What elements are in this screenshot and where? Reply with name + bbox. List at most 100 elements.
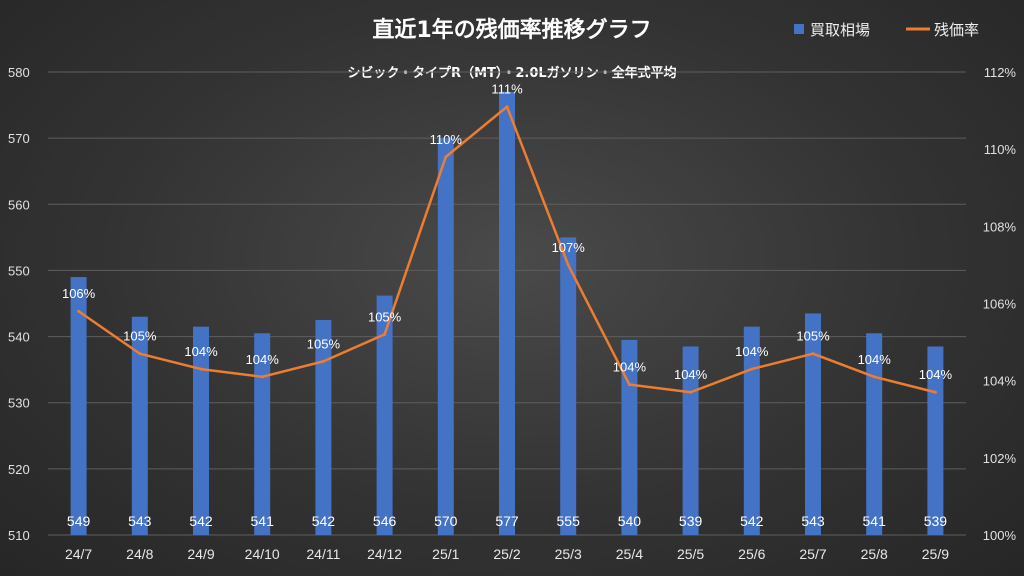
bar-value-label: 542 (189, 513, 213, 529)
bar (193, 326, 209, 535)
line-value-label: 107% (552, 240, 586, 255)
y-right-tick-label: 112% (984, 65, 1017, 80)
legend: 買取相場 残価率 (794, 21, 979, 39)
line-value-label: 105% (368, 309, 402, 324)
bar-value-label: 542 (740, 513, 764, 529)
line-point (505, 105, 509, 109)
bar-value-label: 542 (312, 513, 336, 529)
y-left-tick-label: 520 (8, 462, 30, 477)
line-value-label: 105% (307, 336, 341, 351)
x-tick-label: 24/7 (65, 546, 92, 562)
x-tick-label: 24/8 (126, 546, 153, 562)
line-value-label: 110% (430, 132, 463, 147)
y-left-tick-label: 540 (8, 330, 30, 345)
bar-value-label: 577 (495, 513, 519, 529)
line-point (750, 367, 754, 371)
line-value-label: 104% (613, 360, 647, 375)
x-tick-label: 25/5 (677, 546, 704, 562)
x-tick-label: 25/8 (861, 546, 888, 562)
bar-value-label: 546 (373, 513, 397, 529)
y-right-tick-label: 100% (983, 528, 1017, 543)
bar (927, 346, 944, 535)
bar-value-label: 540 (618, 513, 642, 529)
bar (315, 320, 332, 535)
line-value-label: 104% (184, 344, 218, 359)
bar-series: 549 543 542 541 542 546 570 577 555 540 539 542 543 5… (67, 91, 948, 535)
line-point (811, 352, 815, 356)
y-left-tick-label: 550 (8, 263, 30, 278)
x-tick-label: 25/6 (738, 546, 765, 562)
line-value-label: 105% (796, 329, 830, 344)
line-point (444, 155, 448, 159)
x-tick-label: 25/2 (493, 546, 520, 562)
x-tick-label: 24/10 (245, 546, 280, 562)
line-value-label: 105% (123, 329, 157, 344)
y-axis-right: 100% 102% 104% 106% 108% 110% 112% (983, 65, 1017, 543)
bar-value-label: 570 (434, 513, 458, 529)
line-value-label: 104% (919, 367, 953, 382)
line-value-label: 104% (674, 367, 708, 382)
bar (131, 316, 148, 535)
x-tick-label: 25/1 (432, 546, 459, 562)
bar (254, 333, 271, 535)
legend-bar-label: 買取相場 (810, 21, 870, 39)
y-right-tick-label: 106% (983, 297, 1017, 312)
y-right-tick-label: 108% (983, 219, 1017, 234)
y-right-tick-label: 102% (983, 451, 1017, 466)
x-tick-label: 25/4 (616, 546, 643, 562)
line-value-label: 104% (735, 344, 769, 359)
line-point (872, 375, 876, 379)
bar (682, 346, 699, 535)
x-tick-label: 25/3 (555, 546, 582, 562)
y-left-tick-label: 510 (8, 528, 30, 543)
chart-title: 直近1年の残価率推移グラフ (372, 17, 651, 43)
bar-value-label: 539 (679, 513, 703, 529)
bar (621, 339, 638, 535)
line-value-label: 104% (858, 352, 892, 367)
chart-subtitle: シビック・タイプR（MT）・2.0Lガソリン・全年式平均 (347, 65, 676, 81)
bar-value-label: 549 (67, 513, 91, 529)
bar (805, 313, 821, 535)
x-tick-label: 25/7 (799, 546, 826, 562)
x-tick-label: 24/11 (306, 546, 340, 562)
bar (743, 326, 760, 535)
line-value-label: 104% (246, 352, 280, 367)
line-point (321, 359, 325, 363)
line-point (933, 390, 937, 394)
line-series: 106% 105% 104% 104% 105% 105% 110% 111% 107% 104%… (62, 82, 952, 394)
line-point (199, 367, 203, 371)
y-right-tick-label: 110% (984, 142, 1017, 157)
bar (866, 333, 883, 535)
bar (70, 277, 87, 535)
x-tick-label: 24/12 (367, 546, 402, 562)
line-value-label: 106% (62, 286, 96, 301)
y-right-tick-label: 104% (983, 374, 1017, 389)
y-left-tick-label: 530 (8, 396, 30, 411)
line-point (260, 375, 264, 379)
x-axis: 24/7 24/8 24/9 24/10 24/11 24/12 25/1 25/2 25/3 2… (65, 546, 949, 562)
y-left-tick-label: 570 (8, 131, 30, 146)
x-tick-label: 25/9 (922, 546, 949, 562)
y-axis-left: 510 520 530 540 550 560 570 580 (8, 65, 30, 543)
line-point (627, 383, 631, 387)
y-left-tick-label: 580 (8, 65, 30, 80)
bar-value-label: 555 (557, 513, 581, 529)
bar (560, 237, 577, 535)
y-left-tick-label: 560 (8, 197, 30, 212)
line-value-label: 111% (491, 82, 523, 97)
line-point (689, 390, 693, 394)
bar-value-label: 539 (924, 513, 948, 529)
bar (499, 91, 515, 535)
bar-value-label: 543 (128, 513, 152, 529)
line-point (566, 263, 570, 267)
bar (437, 138, 454, 535)
bar-value-label: 541 (863, 513, 887, 529)
bar-value-label: 541 (251, 513, 275, 529)
line-point (77, 309, 81, 313)
line-point (383, 332, 387, 336)
line-point (138, 352, 142, 356)
legend-line-label: 残価率 (934, 21, 979, 39)
bar-value-label: 543 (801, 513, 825, 529)
legend-bar-swatch (794, 24, 804, 34)
